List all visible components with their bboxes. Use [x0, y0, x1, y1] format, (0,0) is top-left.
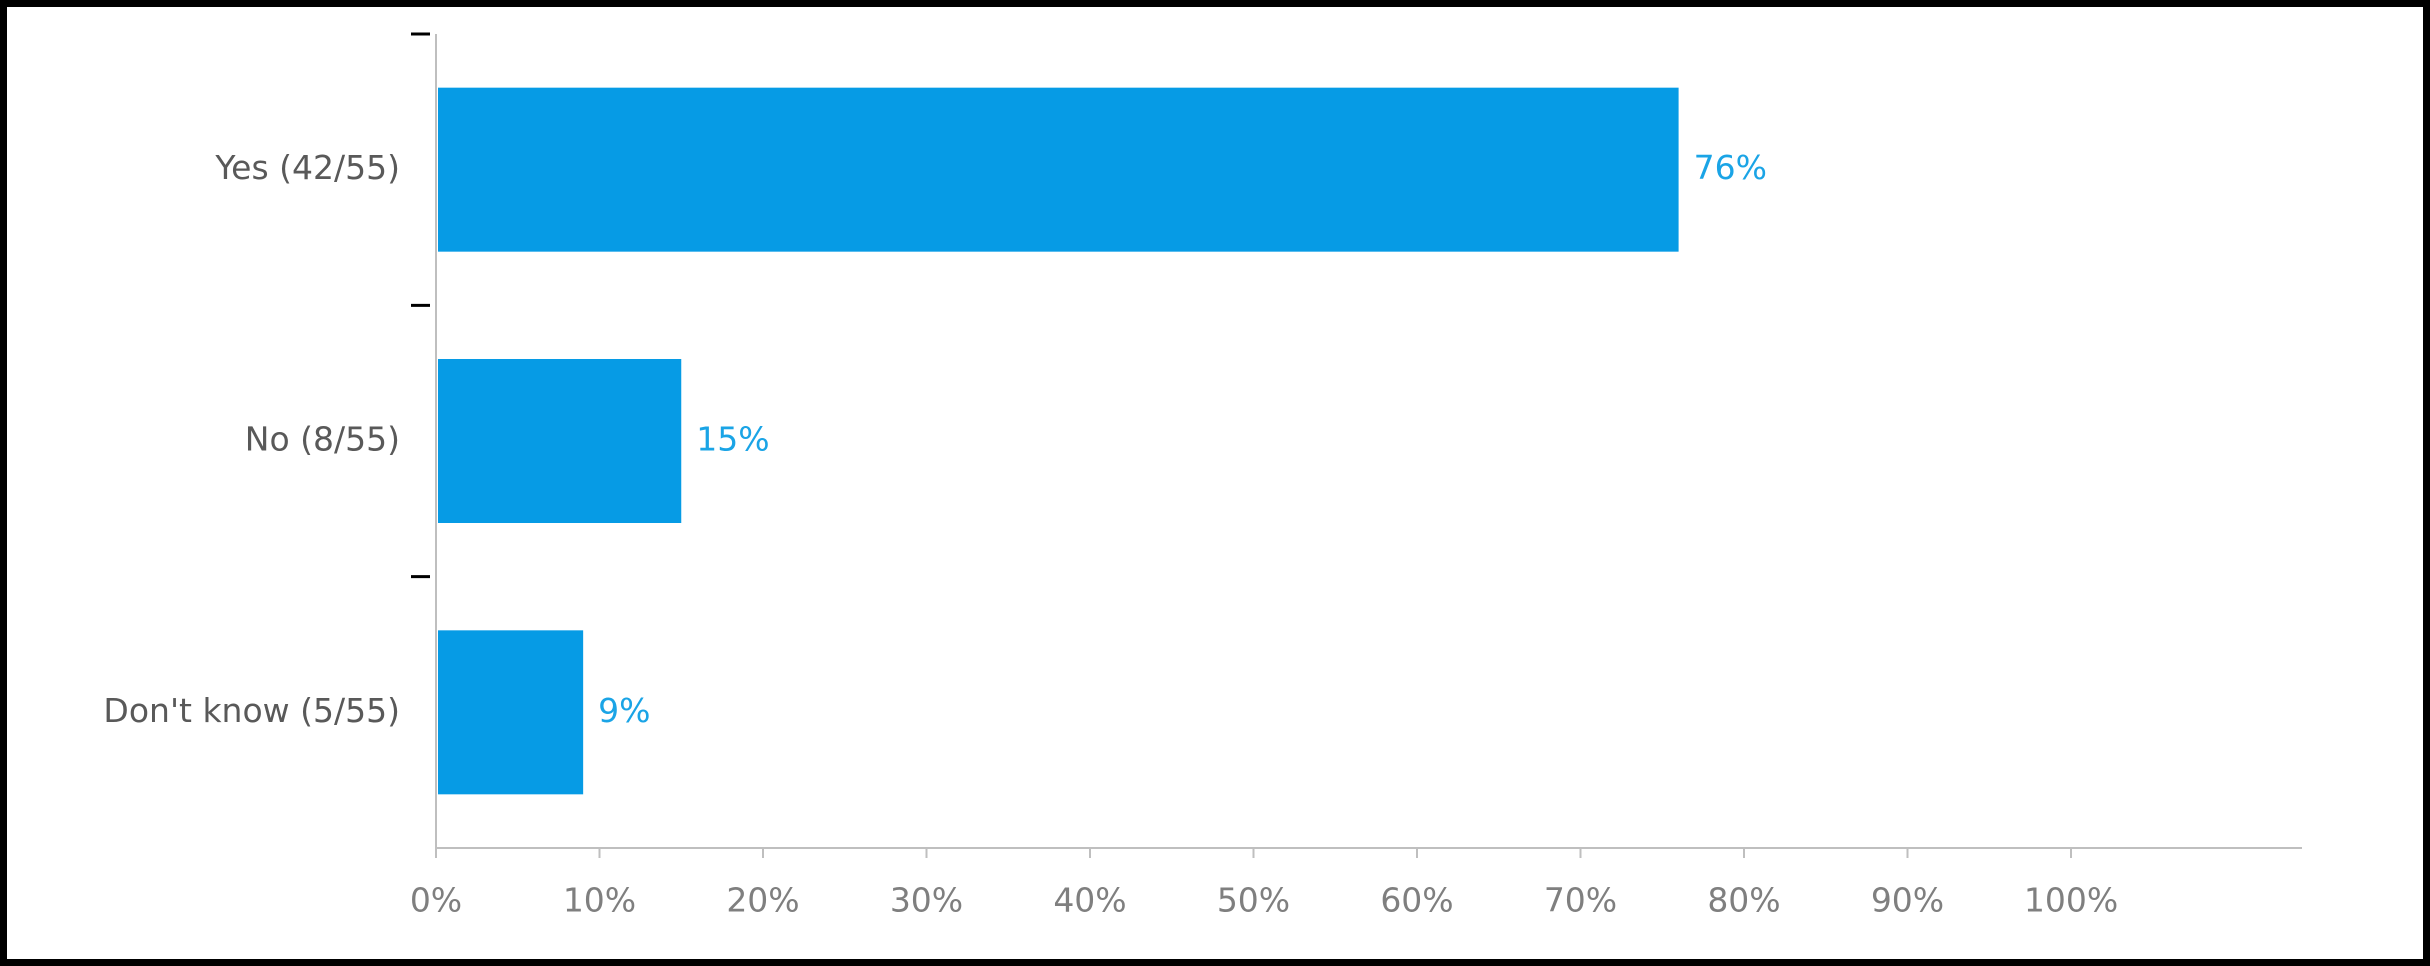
x-tick-label: 40%	[1053, 881, 1126, 920]
category-label: Don't know (5/55)	[103, 691, 400, 730]
x-tick-label: 100%	[2024, 881, 2118, 920]
x-tick-label: 90%	[1871, 881, 1944, 920]
x-tick-label: 70%	[1544, 881, 1617, 920]
bar-1	[438, 359, 682, 523]
x-tick-label: 60%	[1380, 881, 1453, 920]
category-label: No (8/55)	[245, 420, 400, 459]
data-label: 9%	[598, 691, 650, 730]
bar-2	[438, 630, 584, 795]
x-tick-label: 50%	[1217, 881, 1290, 920]
x-tick-label: 10%	[563, 881, 636, 920]
data-label: 76%	[1694, 148, 1767, 187]
bar-0	[438, 87, 1679, 252]
category-label: Yes (42/55)	[214, 148, 400, 187]
x-tick-label: 0%	[410, 881, 462, 920]
x-tick-label: 20%	[726, 881, 799, 920]
x-tick-label: 80%	[1707, 881, 1780, 920]
x-tick-label: 30%	[890, 881, 963, 920]
data-label: 15%	[696, 420, 769, 459]
